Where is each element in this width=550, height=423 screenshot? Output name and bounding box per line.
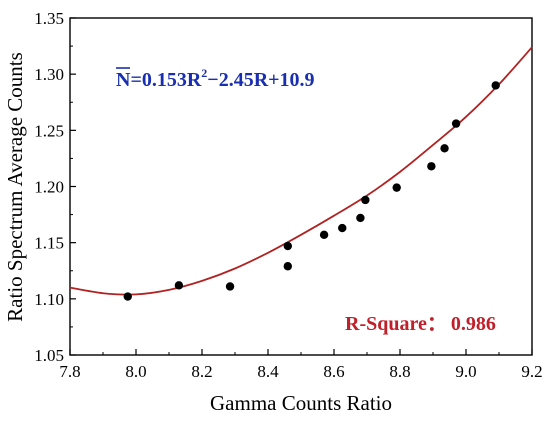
y-tick-label: 1.05 bbox=[34, 346, 64, 365]
y-axis-label: Ratio Spectrum Average Counts bbox=[3, 52, 27, 322]
y-tick-label: 1.35 bbox=[34, 9, 64, 28]
r-square-value: 0.986 bbox=[451, 313, 496, 335]
x-tick-label: 7.8 bbox=[59, 362, 80, 381]
y-tick-label: 1.30 bbox=[34, 65, 64, 84]
y-tick-label: 1.20 bbox=[34, 178, 64, 197]
data-point bbox=[427, 162, 436, 171]
x-axis-ticks: 7.8 8.0 8.2 8.4 8.6 8.8 9.0 9.2 bbox=[59, 349, 543, 381]
x-tick-label: 8.2 bbox=[191, 362, 212, 381]
y-axis-ticks: 1.05 1.10 1.15 1.20 1.25 1.30 1.35 bbox=[34, 9, 76, 365]
fit-equation: N=0.153R2−2.45R+10.9 bbox=[116, 66, 315, 91]
fit-equation-rest: −2.45R+10.9 bbox=[207, 69, 314, 91]
fit-equation-annotation: N=0.153R2−2.45R+10.9 bbox=[116, 66, 315, 91]
data-point bbox=[361, 195, 370, 205]
x-tick-label: 9.0 bbox=[455, 362, 476, 381]
x-axis-label: Gamma Counts Ratio bbox=[210, 391, 392, 415]
data-point bbox=[338, 223, 347, 233]
x-tick-label: 8.6 bbox=[323, 362, 344, 381]
data-point bbox=[440, 144, 449, 153]
r-square-label: R-Square： bbox=[345, 313, 447, 335]
fit-equation-main: N=0.153R bbox=[116, 69, 202, 91]
data-point bbox=[491, 81, 500, 90]
y-tick-label: 1.10 bbox=[34, 290, 64, 309]
x-tick-label: 8.8 bbox=[389, 362, 410, 381]
data-point bbox=[225, 282, 235, 291]
data-point bbox=[283, 241, 292, 251]
data-point bbox=[283, 262, 292, 271]
x-tick-label: 8.0 bbox=[125, 362, 146, 381]
x-tick-label: 8.4 bbox=[257, 362, 279, 381]
data-point bbox=[123, 292, 132, 301]
y-tick-label: 1.25 bbox=[34, 121, 64, 140]
data-point bbox=[451, 119, 461, 128]
data-point bbox=[174, 281, 184, 290]
fit-equation-exponent: 2 bbox=[201, 66, 207, 80]
r-square-annotation: R-Square： 0.986 bbox=[345, 313, 496, 335]
x-tick-label: 9.2 bbox=[521, 362, 542, 381]
data-point bbox=[392, 183, 401, 192]
data-point bbox=[356, 213, 365, 223]
data-point bbox=[319, 230, 329, 240]
data-points-layer bbox=[123, 81, 500, 301]
y-tick-label: 1.15 bbox=[34, 234, 64, 253]
